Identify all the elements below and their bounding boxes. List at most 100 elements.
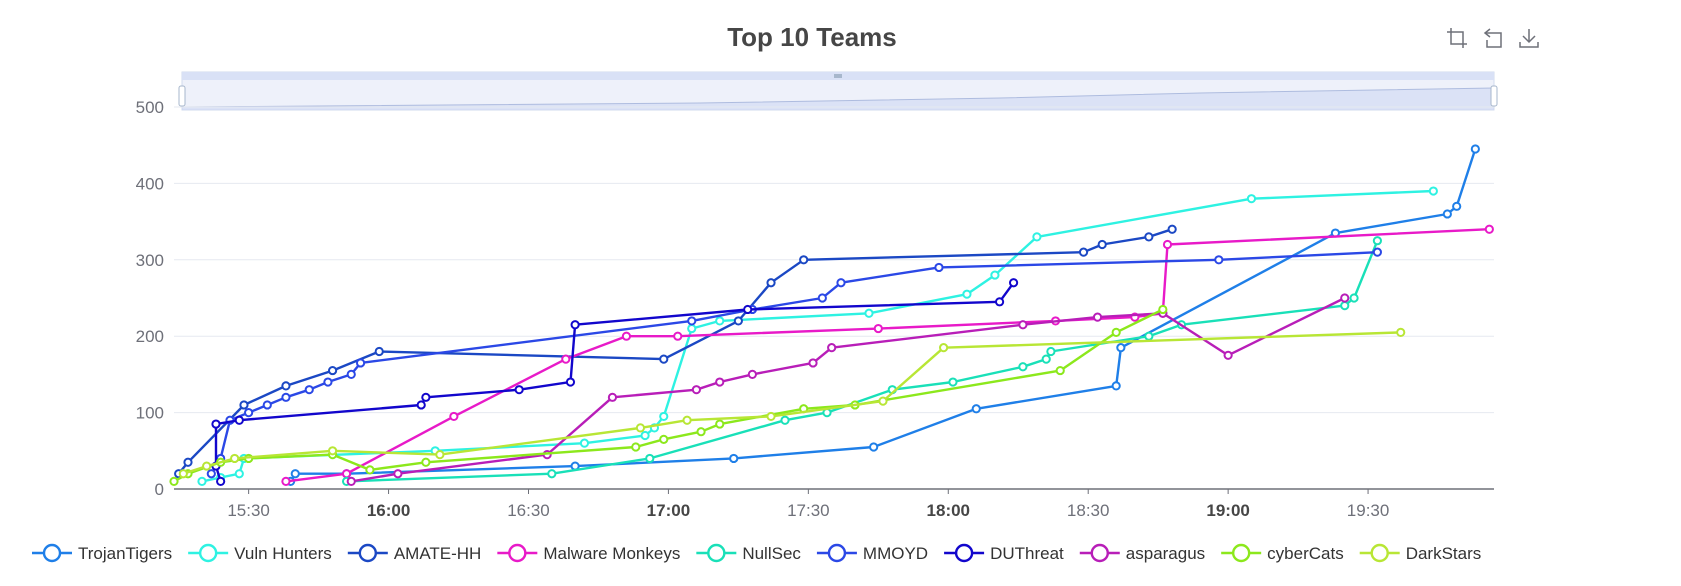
data-point[interactable]: [281, 476, 291, 486]
data-point[interactable]: [1018, 362, 1028, 372]
restore-icon[interactable]: [1481, 26, 1505, 50]
data-point[interactable]: [449, 411, 459, 422]
legend-item[interactable]: cyberCats: [1221, 543, 1344, 563]
data-point[interactable]: [1167, 224, 1177, 234]
data-point[interactable]: [1396, 327, 1406, 337]
data-point[interactable]: [416, 400, 426, 410]
data-point[interactable]: [374, 346, 384, 357]
data-point[interactable]: [1484, 224, 1494, 234]
data-point[interactable]: [990, 270, 1000, 280]
data-point[interactable]: [355, 358, 366, 368]
data-point[interactable]: [1111, 327, 1121, 337]
data-point[interactable]: [780, 415, 790, 425]
data-point[interactable]: [1032, 232, 1042, 242]
data-point[interactable]: [971, 404, 981, 414]
data-point[interactable]: [1340, 293, 1350, 303]
data-point[interactable]: [1046, 346, 1056, 357]
data-point[interactable]: [1162, 239, 1173, 250]
legend-item[interactable]: Vuln Hunters: [188, 543, 332, 563]
data-point[interactable]: [561, 354, 571, 364]
data-point[interactable]: [687, 323, 697, 334]
data-point[interactable]: [547, 469, 557, 479]
data-point[interactable]: [1078, 247, 1089, 257]
data-point[interactable]: [934, 262, 944, 273]
data-point[interactable]: [281, 392, 291, 402]
data-point[interactable]: [1214, 255, 1224, 265]
data-point[interactable]: [216, 476, 226, 486]
legend-item[interactable]: NullSec: [696, 543, 801, 563]
data-point[interactable]: [393, 469, 403, 479]
data-point[interactable]: [570, 320, 580, 330]
data-point[interactable]: [817, 293, 827, 303]
data-point[interactable]: [341, 469, 352, 479]
data-point[interactable]: [659, 434, 669, 444]
data-point[interactable]: [290, 469, 300, 479]
data-point[interactable]: [939, 343, 949, 353]
data-point[interactable]: [682, 415, 692, 425]
legend-item[interactable]: DarkStars: [1359, 543, 1482, 563]
data-point[interactable]: [346, 476, 356, 486]
data-point[interactable]: [365, 465, 375, 475]
data-point[interactable]: [230, 453, 240, 464]
data-point[interactable]: [421, 457, 431, 467]
data-point[interactable]: [1372, 247, 1382, 257]
data-point[interactable]: [1246, 194, 1257, 204]
data-point[interactable]: [1144, 331, 1154, 341]
data-zoom-handle-right[interactable]: [1490, 85, 1498, 107]
data-point[interactable]: [715, 419, 725, 429]
data-point[interactable]: [864, 308, 874, 318]
data-point[interactable]: [1442, 209, 1452, 219]
data-zoom-move-handle[interactable]: [834, 74, 842, 78]
data-zoom-slider[interactable]: [178, 71, 1498, 111]
data-point[interactable]: [346, 369, 356, 379]
data-point[interactable]: [691, 385, 702, 395]
data-point[interactable]: [747, 369, 757, 379]
legend-item[interactable]: Malware Monkeys: [497, 543, 680, 563]
data-zoom-icon[interactable]: [1445, 26, 1469, 50]
data-point[interactable]: [565, 377, 576, 387]
data-point[interactable]: [869, 442, 879, 452]
data-point[interactable]: [635, 423, 646, 433]
data-point[interactable]: [1111, 381, 1121, 391]
data-point[interactable]: [206, 469, 216, 479]
data-point[interactable]: [607, 392, 618, 402]
data-point[interactable]: [1223, 350, 1233, 360]
data-point[interactable]: [994, 297, 1005, 307]
series-line[interactable]: [214, 281, 1015, 482]
data-point[interactable]: [421, 392, 431, 402]
data-point[interactable]: [659, 354, 669, 364]
data-point[interactable]: [1008, 278, 1019, 288]
data-point[interactable]: [645, 453, 655, 464]
data-point[interactable]: [631, 442, 641, 452]
data-point[interactable]: [1041, 354, 1051, 364]
series-line[interactable]: [351, 296, 1346, 483]
data-point[interactable]: [244, 408, 254, 418]
data-point[interactable]: [1428, 186, 1438, 196]
data-point[interactable]: [514, 385, 524, 395]
data-point[interactable]: [1097, 239, 1107, 250]
data-point[interactable]: [743, 304, 753, 315]
data-point[interactable]: [766, 278, 776, 288]
series-line[interactable]: [285, 228, 1490, 483]
save-as-image-icon[interactable]: [1517, 26, 1541, 50]
data-point[interactable]: [1055, 365, 1065, 376]
data-point[interactable]: [715, 316, 725, 326]
data-point[interactable]: [1340, 301, 1350, 311]
data-zoom-handle-left[interactable]: [178, 85, 186, 107]
data-point[interactable]: [962, 289, 972, 299]
legend-item[interactable]: DUThreat: [944, 543, 1064, 563]
data-point[interactable]: [304, 385, 314, 395]
data-point[interactable]: [808, 358, 818, 368]
data-point[interactable]: [234, 469, 244, 479]
data-point[interactable]: [659, 411, 669, 422]
data-point[interactable]: [621, 331, 632, 341]
data-point[interactable]: [729, 453, 739, 464]
data-point[interactable]: [202, 461, 212, 471]
data-point[interactable]: [262, 400, 272, 410]
legend-item[interactable]: MMOYD: [816, 543, 928, 563]
data-point[interactable]: [673, 331, 683, 341]
data-point[interactable]: [435, 450, 445, 460]
data-point[interactable]: [323, 377, 333, 387]
data-point[interactable]: [687, 316, 697, 326]
data-point[interactable]: [169, 476, 179, 486]
